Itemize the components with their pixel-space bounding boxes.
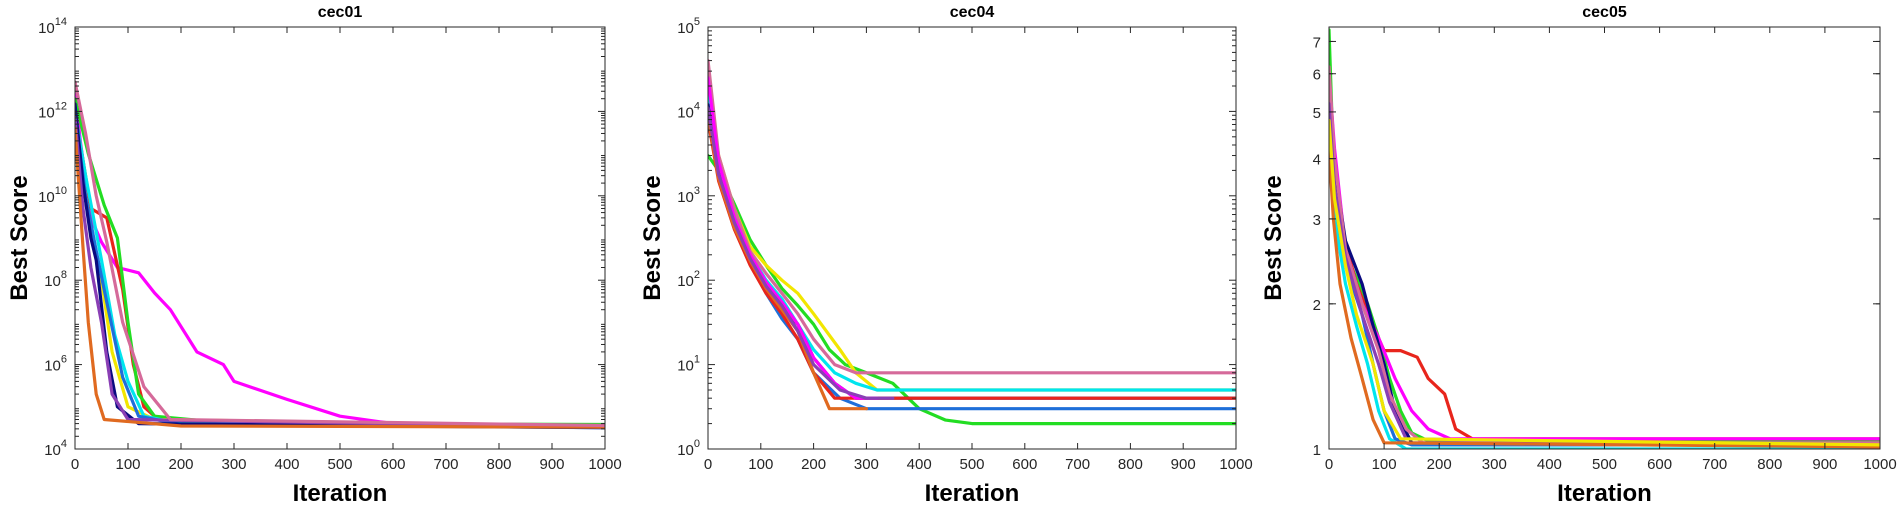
x-tick-label: 200 [801,456,826,473]
x-tick-label: 1000 [1219,456,1252,473]
x-tick-label: 900 [1171,456,1196,473]
y-tick-label: 6 [1313,67,1321,84]
x-axis-label: Iteration [925,480,1020,507]
y-tick-label: 4 [1313,152,1321,169]
x-tick-label: 800 [1118,456,1143,473]
x-tick-label: 200 [1427,456,1452,473]
y-tick-label: 108 [44,269,67,290]
series-line-cyan [1329,132,1880,449]
x-tick-label: 500 [1592,456,1617,473]
x-tick-label: 1000 [1863,456,1896,473]
x-tick-label: 400 [1537,456,1562,473]
y-axis-label: Best Score [6,175,33,300]
series-line-purple [708,106,895,400]
y-axis-label: Best Score [639,175,666,300]
series-group [75,80,605,430]
series-line-purple [75,116,605,429]
y-tick-label: 5 [1313,105,1321,122]
x-tick-label: 0 [71,456,79,473]
x-tick-label: 700 [1065,456,1090,473]
x-axis-label: Iteration [293,480,388,507]
y-tick-label: 106 [44,354,67,375]
y-tick-label: 104 [44,438,67,459]
x-tick-label: 500 [959,456,984,473]
series-line-pink [75,80,605,428]
x-tick-label: 400 [274,456,299,473]
chart-title: cec04 [950,4,995,21]
x-tick-label: 300 [854,456,879,473]
x-tick-label: 400 [907,456,932,473]
series-line-orange [75,126,605,429]
series-line-purple [1329,102,1880,449]
x-tick-label: 300 [1482,456,1507,473]
x-tick-label: 900 [539,456,564,473]
x-tick-label: 600 [1012,456,1037,473]
plot-area [75,27,605,449]
x-tick-label: 0 [1325,456,1333,473]
y-tick-label: 2 [1313,297,1321,314]
y-tick-label: 104 [677,100,700,121]
series-line-magenta [708,76,879,400]
y-tick-label: 103 [677,185,700,206]
x-tick-label: 700 [433,456,458,473]
series-group [708,59,1236,426]
series-group [1329,28,1880,449]
y-tick-label: 100 [677,438,700,459]
y-tick-label: 7 [1313,34,1321,51]
chart-cec04: 0 100 200 300 400 500 600 700 800 900 100010010110… [639,4,1253,507]
series-line-orange [1329,146,1880,449]
y-tick-label: 1014 [38,16,67,37]
x-tick-label: 600 [380,456,405,473]
y-tick-label: 101 [677,354,700,375]
plot-area [708,27,1236,449]
x-tick-label: 100 [748,456,773,473]
x-tick-label: 200 [168,456,193,473]
x-tick-label: 100 [1372,456,1397,473]
chart-title: cec05 [1582,4,1627,21]
x-tick-label: 0 [704,456,712,473]
x-tick-label: 1000 [588,456,621,473]
y-tick-label: 3 [1313,212,1321,229]
x-tick-label: 500 [327,456,352,473]
x-tick-label: 100 [115,456,140,473]
chart-cec05: 0 100 200 300 400 500 600 700 800 900 1000 1 2 3 4 5 6 7 c… [1260,4,1897,507]
chart-cec01: 0 100 200 300 400 500 600 700 800 900 1000 104 106 10… [6,4,622,507]
x-tick-label: 700 [1702,456,1727,473]
plot-area [1329,27,1880,449]
y-axis-label: Best Score [1260,175,1287,300]
x-tick-label: 600 [1647,456,1672,473]
series-line-yellow [1329,118,1880,447]
y-tick-label: 105 [677,16,700,37]
series-line-pink [708,59,1236,375]
x-tick-label: 900 [1812,456,1837,473]
x-tick-label: 300 [221,456,246,473]
x-tick-label: 800 [486,456,511,473]
y-tick-label: 1012 [38,100,67,121]
x-tick-label: 800 [1757,456,1782,473]
y-tick-label: 1010 [38,185,67,206]
y-tick-label: 102 [677,269,700,290]
x-axis-label: Iteration [1557,480,1652,507]
series-line-green [708,153,1236,426]
chart-title: cec01 [318,4,363,21]
y-tick-label: 1 [1313,442,1321,459]
